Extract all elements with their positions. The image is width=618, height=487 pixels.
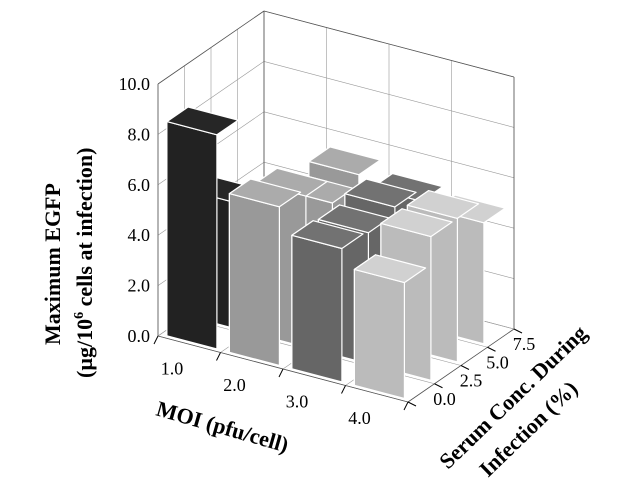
bar-front-face bbox=[291, 234, 343, 383]
z-tick-label: 6.0 bbox=[128, 175, 151, 195]
axis-line bbox=[157, 10, 265, 85]
bar-top-face bbox=[344, 178, 417, 208]
bar-moi-2.0-serum-0.0 bbox=[228, 178, 302, 367]
bars bbox=[166, 106, 506, 400]
bar-top-face bbox=[166, 106, 239, 136]
bar-top-face bbox=[406, 190, 480, 219]
bar-top-face bbox=[291, 220, 364, 250]
x-axis-title: MOI (pfu/cell) bbox=[154, 396, 292, 458]
bar-moi-1.0-serum-0.0 bbox=[166, 106, 239, 350]
x-tick-mark bbox=[278, 368, 284, 378]
bar-top-face bbox=[228, 178, 302, 208]
bar-top-face bbox=[353, 254, 427, 284]
z-axis-title-line-1: Maximum EGFP bbox=[40, 183, 65, 345]
y-tick-label: 5.0 bbox=[486, 352, 509, 372]
y-tick-mark bbox=[434, 383, 443, 389]
y-tick-mark bbox=[407, 401, 417, 407]
axis-line bbox=[263, 10, 515, 78]
bar-top-face bbox=[308, 146, 381, 176]
x-tick-mark bbox=[216, 352, 221, 361]
y-tick-label: 7.5 bbox=[513, 334, 536, 354]
bar-moi-3.0-serum-0.0 bbox=[291, 220, 364, 383]
x-tick-label: 3.0 bbox=[286, 391, 309, 411]
x-tick-label: 1.0 bbox=[161, 358, 184, 378]
x-tick-label: 2.0 bbox=[223, 375, 246, 395]
y-tick-label: 2.5 bbox=[460, 371, 483, 391]
bar-front-face bbox=[353, 268, 405, 400]
x-tick-label: 4.0 bbox=[348, 408, 371, 428]
z-tick-label: 10.0 bbox=[119, 74, 151, 94]
y-tick-mark bbox=[460, 365, 470, 370]
y-tick-mark bbox=[513, 328, 523, 334]
z-axis-title-line-2: (µg/106 cells at infection) bbox=[72, 148, 97, 378]
y-tick-mark bbox=[487, 346, 496, 352]
y-tick-label: 0.0 bbox=[433, 389, 456, 409]
z-tick-label: 2.0 bbox=[128, 276, 151, 296]
x-tick-mark bbox=[153, 335, 159, 345]
x-tick-mark bbox=[403, 401, 409, 411]
tick-labels: 0.02.04.06.08.010.01.02.03.04.00.02.55.0… bbox=[119, 74, 536, 428]
bar-front-face bbox=[166, 120, 218, 350]
bar-moi-4.0-serum-0.0 bbox=[353, 254, 427, 400]
z-tick-label: 0.0 bbox=[128, 326, 151, 346]
z-tick-label: 4.0 bbox=[128, 225, 151, 245]
x-tick-mark bbox=[341, 385, 346, 394]
z-tick-label: 8.0 bbox=[128, 124, 151, 144]
bar-top-face bbox=[380, 208, 453, 238]
bar-front-face bbox=[228, 193, 280, 367]
